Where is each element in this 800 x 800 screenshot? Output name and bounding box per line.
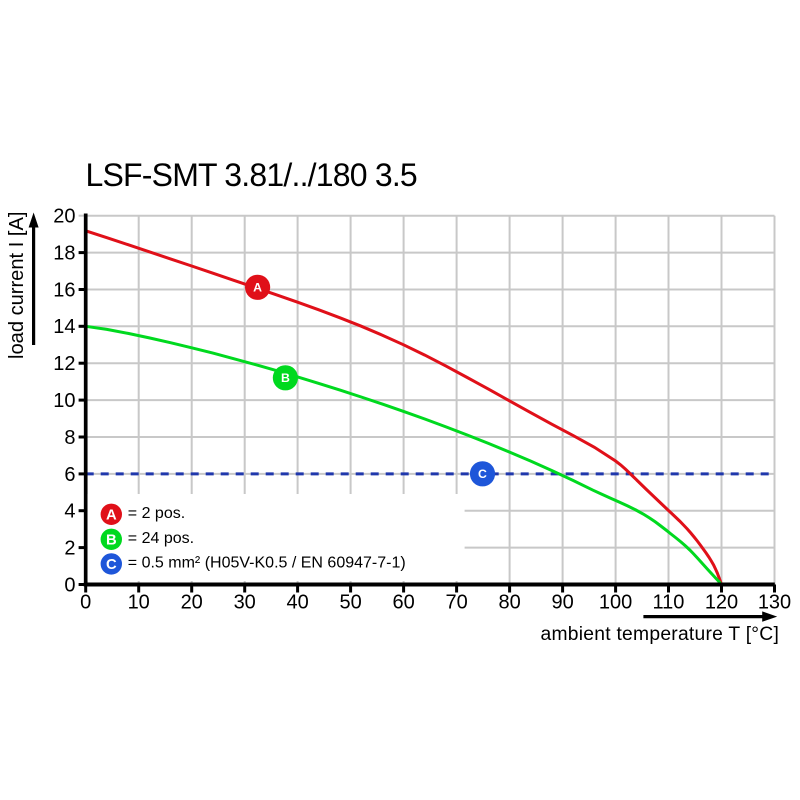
svg-text:30: 30 bbox=[234, 592, 256, 614]
svg-text:80: 80 bbox=[498, 592, 520, 614]
svg-text:6: 6 bbox=[64, 464, 75, 486]
svg-text:load current I [A]: load current I [A] bbox=[6, 212, 28, 359]
svg-text:20: 20 bbox=[181, 592, 203, 614]
svg-text:= 2 pos.: = 2 pos. bbox=[128, 505, 185, 522]
svg-text:= 24 pos.: = 24 pos. bbox=[128, 530, 194, 547]
svg-text:= 0.5 mm² (H05V-K0.5 / EN 6094: = 0.5 mm² (H05V-K0.5 / EN 60947-7-1) bbox=[128, 555, 406, 572]
svg-text:A: A bbox=[253, 281, 262, 295]
svg-text:90: 90 bbox=[551, 592, 573, 614]
svg-text:18: 18 bbox=[53, 243, 75, 265]
svg-text:0: 0 bbox=[64, 574, 75, 596]
svg-text:B: B bbox=[106, 533, 117, 549]
svg-text:10: 10 bbox=[53, 390, 75, 412]
svg-text:LSF-SMT 3.81/../180 3.5: LSF-SMT 3.81/../180 3.5 bbox=[86, 157, 417, 193]
svg-text:60: 60 bbox=[392, 592, 414, 614]
svg-text:B: B bbox=[281, 371, 290, 385]
svg-text:20: 20 bbox=[53, 206, 75, 228]
svg-text:130: 130 bbox=[758, 592, 791, 614]
svg-text:8: 8 bbox=[64, 427, 75, 449]
svg-text:100: 100 bbox=[599, 592, 632, 614]
svg-text:4: 4 bbox=[64, 501, 75, 523]
svg-text:110: 110 bbox=[653, 592, 685, 614]
svg-text:70: 70 bbox=[445, 592, 467, 614]
svg-text:0: 0 bbox=[80, 592, 91, 614]
svg-text:A: A bbox=[106, 508, 117, 524]
svg-text:ambient temperature T [°C]: ambient temperature T [°C] bbox=[541, 624, 780, 645]
svg-text:14: 14 bbox=[53, 316, 75, 338]
svg-text:C: C bbox=[478, 467, 487, 481]
svg-text:2: 2 bbox=[64, 538, 75, 560]
svg-text:50: 50 bbox=[339, 592, 361, 614]
svg-text:10: 10 bbox=[128, 592, 150, 614]
svg-text:16: 16 bbox=[53, 279, 75, 301]
svg-text:40: 40 bbox=[286, 592, 308, 614]
svg-text:12: 12 bbox=[53, 353, 75, 375]
svg-text:120: 120 bbox=[705, 592, 738, 614]
svg-text:C: C bbox=[106, 557, 117, 573]
